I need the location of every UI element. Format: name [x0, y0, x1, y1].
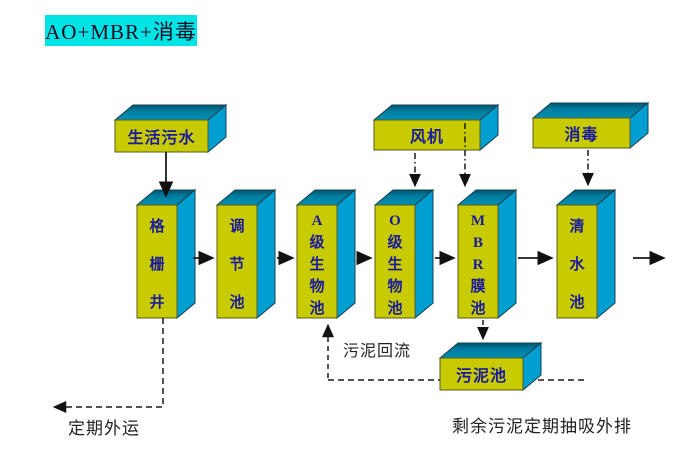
label-sludge-tank: 污泥池 — [455, 368, 507, 385]
box-a-bio-tank — [295, 188, 357, 320]
label-blower: 风机 — [409, 129, 444, 146]
label-disinfection: 消毒 — [564, 127, 599, 144]
label-clear-water-tank: 清水池 — [569, 219, 585, 311]
label-mbr-tank: MBR膜池 — [470, 213, 486, 317]
box-o-bio-tank — [373, 188, 435, 320]
label-regulating-tank: 调节池 — [229, 219, 245, 311]
note-excess-sludge: 剩余污泥定期抽吸外排 — [452, 417, 632, 436]
arrow-grid-well-periodic-transport — [52, 318, 164, 413]
label-a-bio-tank: A级生物池 — [309, 213, 325, 317]
note-periodic-transport: 定期外运 — [68, 419, 140, 438]
label-domestic-sewage: 生活污水 — [127, 130, 196, 147]
box-blower — [372, 103, 500, 152]
box-sludge-tank — [438, 341, 543, 392]
diagram-title: AO+MBR+消毒 — [45, 15, 197, 46]
box-disinfection — [531, 101, 650, 150]
box-clear-water-tank — [555, 188, 617, 320]
note-sludge-return: 污泥回流 — [343, 343, 412, 360]
box-regulating-tank — [215, 188, 277, 320]
box-mbr-tank — [456, 188, 518, 320]
box-domestic-sewage — [113, 103, 228, 154]
label-o-bio-tank: O级生物池 — [387, 213, 403, 317]
box-grid-well — [135, 188, 197, 320]
label-grid-well: 格栅井 — [149, 219, 165, 311]
